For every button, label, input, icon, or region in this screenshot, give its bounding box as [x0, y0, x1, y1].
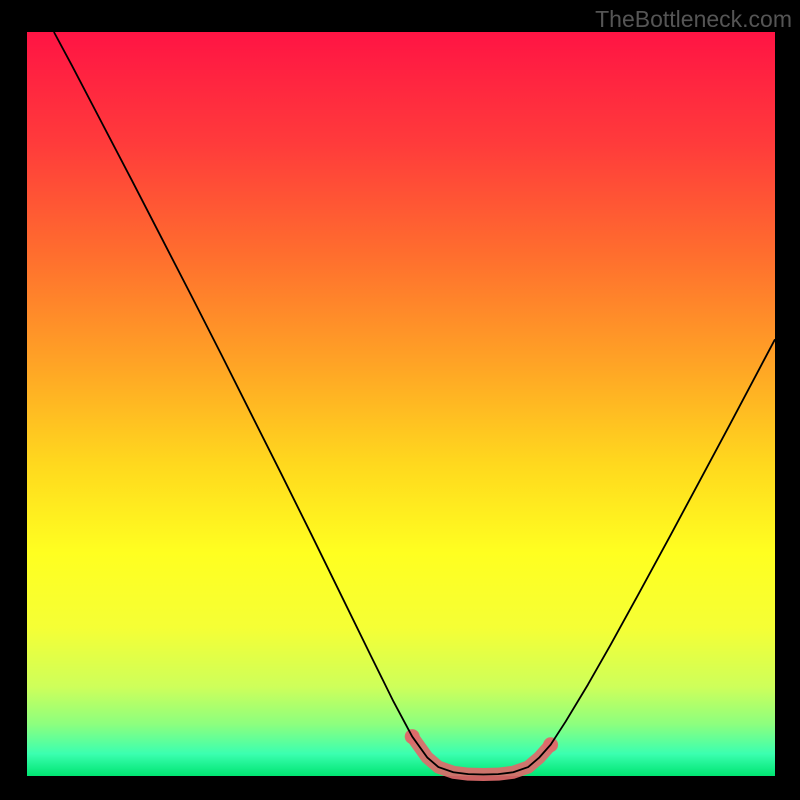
- watermark-text: TheBottleneck.com: [595, 6, 792, 33]
- chart-container: TheBottleneck.com: [0, 0, 800, 800]
- bottleneck-curve-chart: [0, 0, 800, 800]
- plot-background: [27, 32, 775, 776]
